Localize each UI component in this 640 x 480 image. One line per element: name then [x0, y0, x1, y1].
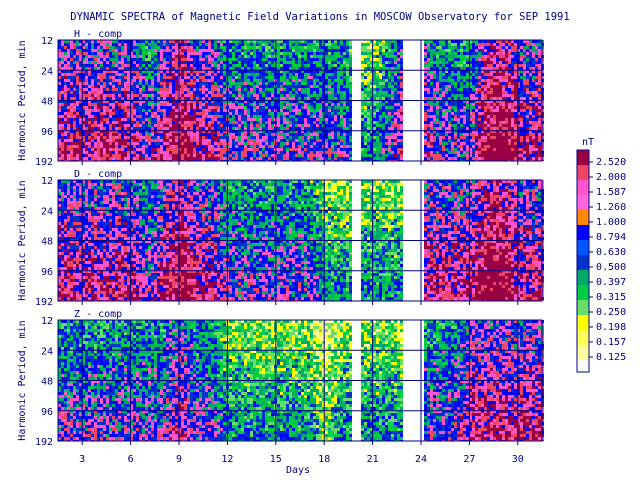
colorbar-label: 2.520: [596, 157, 626, 168]
colorbar-swatch: [577, 180, 589, 195]
colorbar-swatch: [577, 255, 589, 270]
panel-label: D - comp: [74, 169, 122, 180]
colorbar-swatch: [577, 345, 589, 360]
panel-2: [57, 179, 544, 305]
x-tick-label: 27: [463, 454, 475, 465]
colorbar-label: 0.397: [596, 277, 626, 288]
panel-frame: [57, 179, 543, 302]
y-axis-label: Harmonic Period, min: [17, 180, 28, 300]
y-tick-label: 12: [41, 176, 53, 187]
panel-label: Z - comp: [74, 309, 122, 320]
colorbar-label: 1.260: [596, 202, 626, 213]
colorbar-swatch: [577, 150, 589, 165]
y-tick-label: 96: [41, 267, 53, 278]
colorbar-swatch: [577, 285, 589, 300]
colorbar-swatch: [577, 225, 589, 240]
colorbar-swatch: [577, 315, 589, 330]
heatmap-cells-1: [58, 40, 544, 161]
colorbar-swatch: [577, 165, 589, 180]
y-tick-label: 24: [41, 66, 53, 77]
y-tick-label: 24: [41, 206, 53, 217]
x-tick-label: 21: [367, 454, 379, 465]
x-tick-label: 18: [318, 454, 330, 465]
y-tick-label: 96: [41, 407, 53, 418]
colorbar-label: 2.000: [596, 172, 626, 183]
x-tick-label: 9: [176, 454, 182, 465]
y-tick-label: 48: [41, 377, 53, 388]
colorbar: [576, 149, 593, 373]
colorbar-swatch: [577, 210, 589, 225]
colorbar-swatch: [577, 270, 589, 285]
x-axis-label: Days: [286, 465, 310, 476]
colorbar-swatch: [577, 330, 589, 345]
y-tick-label: 12: [41, 36, 53, 47]
colorbar-label: 0.125: [596, 352, 626, 363]
y-tick-label: 192: [35, 437, 53, 448]
y-axis-label: Harmonic Period, min: [17, 40, 28, 160]
x-tick-label: 24: [415, 454, 427, 465]
y-tick-label: 192: [35, 157, 53, 168]
x-tick-label: 6: [128, 454, 134, 465]
y-tick-label: 48: [41, 97, 53, 108]
colorbar-label: 1.587: [596, 187, 626, 198]
y-tick-label: 24: [41, 346, 53, 357]
colorbar-swatch: [577, 300, 589, 315]
colorbar-swatch: [577, 240, 589, 255]
colorbar-label: 0.315: [596, 292, 626, 303]
y-tick-label: 96: [41, 127, 53, 138]
panel-label: H - comp: [74, 29, 122, 40]
chart-title: DYNAMIC SPECTRA of Magnetic Field Variat…: [70, 11, 569, 23]
colorbar-label: 0.794: [596, 232, 626, 243]
colorbar-swatch: [577, 195, 589, 210]
panel-3: [57, 319, 544, 445]
panel-frame: [57, 319, 543, 442]
x-tick-label: 15: [270, 454, 282, 465]
colorbar-label: 1.000: [596, 217, 626, 228]
colorbar-label: 0.630: [596, 247, 626, 258]
panel-1: [57, 39, 544, 165]
panel-frame: [57, 39, 543, 162]
x-tick-label: 30: [512, 454, 524, 465]
y-axis-label: Harmonic Period, min: [17, 320, 28, 440]
heatmap-cells-2: [58, 180, 544, 301]
colorbar-label: 0.157: [596, 337, 626, 348]
colorbar-label: 0.500: [596, 262, 626, 273]
colorbar-label: 0.198: [596, 322, 626, 333]
y-tick-label: 12: [41, 316, 53, 327]
colorbar-unit: nT: [582, 137, 594, 148]
y-tick-label: 192: [35, 297, 53, 308]
x-tick-label: 3: [79, 454, 85, 465]
x-tick-label: 12: [221, 454, 233, 465]
colorbar-label: 0.250: [596, 307, 626, 318]
y-tick-label: 48: [41, 237, 53, 248]
